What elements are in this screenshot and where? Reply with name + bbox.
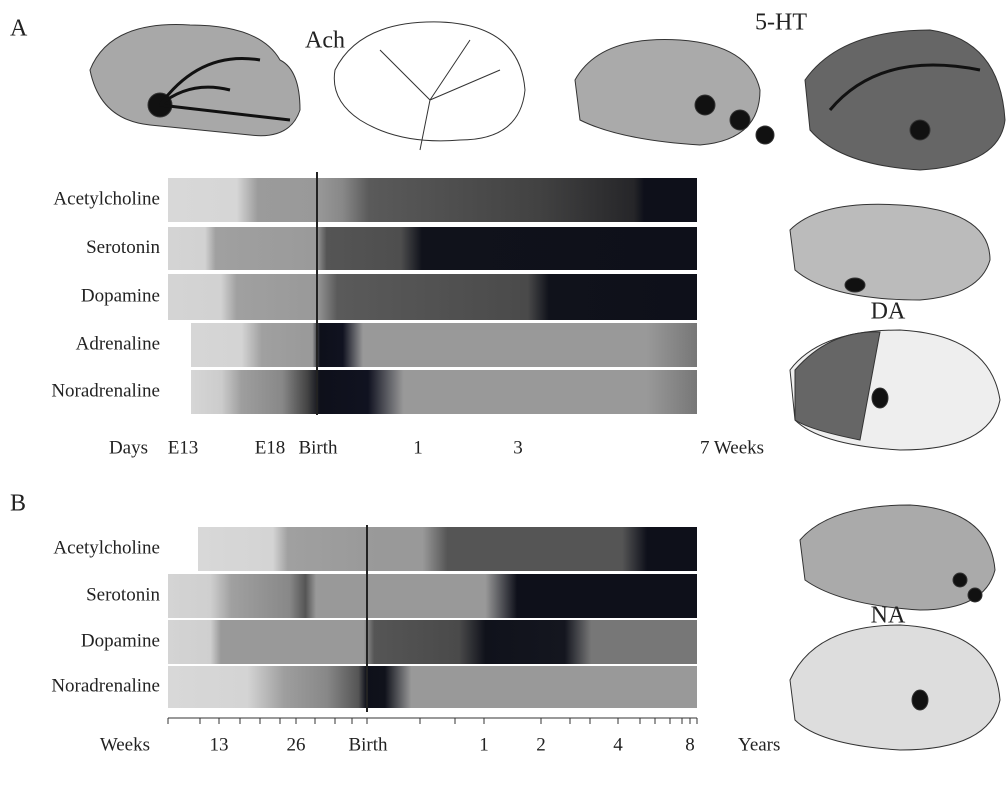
brain-illustrations xyxy=(89,21,1006,751)
axis-label: E13 xyxy=(168,437,199,458)
panel-label: B xyxy=(10,491,26,517)
axis-label: 3 xyxy=(513,437,523,458)
axis-label: 4 xyxy=(613,734,623,755)
row-label: Acetylcholine xyxy=(53,537,160,558)
expression-bar xyxy=(168,574,697,618)
row-label: Dopamine xyxy=(81,630,160,651)
expression-bar xyxy=(168,620,697,664)
axis-label: 1 xyxy=(413,437,423,458)
brain-label: Ach xyxy=(305,28,345,54)
axis-label: Days xyxy=(109,437,148,458)
row-label: Serotonin xyxy=(86,237,160,258)
expression-bar xyxy=(191,323,697,367)
axis-label: E18 xyxy=(255,437,286,458)
expression-bar xyxy=(191,370,697,414)
expression-bar xyxy=(198,527,697,571)
expression-bar xyxy=(168,274,697,320)
axis-label: 7 Weeks xyxy=(700,437,764,458)
brain-label: 5-HT xyxy=(755,10,807,36)
expression-bar xyxy=(168,666,697,708)
row-label: Adrenaline xyxy=(76,333,160,354)
row-label: Noradrenaline xyxy=(51,675,160,696)
axis-label: Birth xyxy=(348,734,388,755)
axis-label: 26 xyxy=(287,734,306,755)
expression-bar xyxy=(168,178,697,222)
axis-label: 1 xyxy=(479,734,489,755)
expression-bar xyxy=(168,227,697,270)
axis-label: Birth xyxy=(298,437,338,458)
axis-label: 2 xyxy=(536,734,546,755)
row-label: Noradrenaline xyxy=(51,380,160,401)
axis-label: 8 xyxy=(685,734,695,755)
row-label: Serotonin xyxy=(86,584,160,605)
axis-label: Years xyxy=(738,734,780,755)
plots: A Acetylcholine Serotonin Dopamine Adrenalin… xyxy=(10,16,780,756)
axis-label: 13 xyxy=(210,734,229,755)
axis-label: Weeks xyxy=(100,734,150,755)
panel-label: A xyxy=(10,16,28,42)
brain-label: DA xyxy=(871,299,906,325)
brain-label: NA xyxy=(871,603,906,629)
row-label: Acetylcholine xyxy=(53,188,160,209)
row-label: Dopamine xyxy=(81,285,160,306)
